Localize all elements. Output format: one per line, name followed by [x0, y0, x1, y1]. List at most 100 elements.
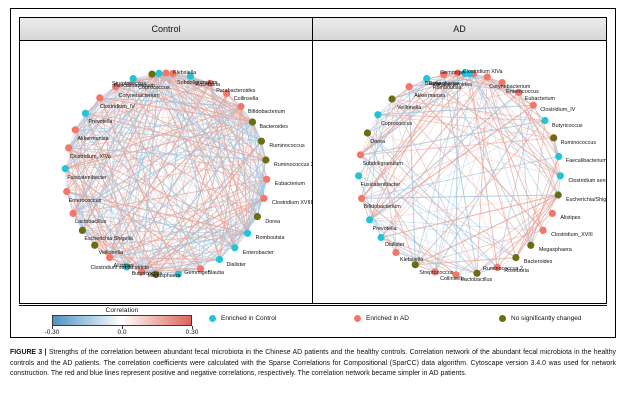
network-node[interactable] — [440, 70, 448, 78]
network-node[interactable] — [263, 175, 271, 183]
network-node[interactable] — [550, 134, 558, 142]
network-node[interactable] — [96, 94, 104, 102]
network-node[interactable] — [138, 268, 146, 276]
network-node[interactable] — [363, 129, 371, 137]
network-node[interactable] — [539, 226, 547, 234]
network-node[interactable] — [431, 268, 439, 276]
network-edge — [518, 92, 559, 196]
network-node[interactable] — [541, 116, 549, 125]
network-edge — [391, 98, 397, 253]
network-node[interactable] — [237, 102, 245, 111]
network-node-label: Prevotella — [372, 225, 397, 232]
network-node[interactable] — [405, 83, 413, 91]
network-edge — [209, 83, 249, 234]
network-node[interactable] — [71, 126, 79, 134]
network-node[interactable] — [169, 69, 177, 77]
network-edge — [361, 73, 474, 199]
network-node[interactable] — [63, 187, 71, 196]
figure-caption-separator: | — [44, 349, 47, 356]
network-node[interactable] — [196, 265, 205, 273]
network-node[interactable] — [231, 244, 239, 252]
network-node[interactable] — [206, 79, 214, 87]
network-node[interactable] — [151, 270, 160, 278]
network-node[interactable] — [515, 88, 523, 96]
network-edge — [66, 106, 242, 192]
network-node[interactable] — [65, 144, 73, 152]
network-node[interactable] — [466, 70, 474, 78]
network-edge — [369, 194, 559, 221]
network-node[interactable] — [493, 263, 501, 272]
network-node[interactable] — [186, 72, 194, 80]
network-edge — [85, 73, 160, 114]
network-node[interactable] — [452, 271, 460, 279]
network-edge — [115, 86, 242, 107]
network-node[interactable] — [91, 241, 99, 249]
network-edge — [391, 98, 478, 274]
network-node[interactable] — [106, 254, 114, 262]
network-node[interactable] — [262, 156, 270, 164]
network-node[interactable] — [454, 69, 462, 77]
colorbar-tickmark — [122, 326, 123, 329]
colorbar-ticklabel: 0.30 — [185, 329, 199, 336]
network-node[interactable] — [253, 213, 261, 221]
network-edge — [464, 73, 559, 196]
network-node[interactable] — [174, 270, 182, 278]
network-node[interactable] — [129, 75, 137, 83]
network-edge — [68, 78, 134, 149]
network-node[interactable] — [215, 255, 224, 264]
panel-header-row: Control AD — [19, 17, 607, 41]
network-edge — [496, 194, 559, 268]
network-edge — [141, 258, 220, 273]
network-node[interactable] — [148, 70, 156, 78]
network-edge — [109, 121, 253, 258]
network-node[interactable] — [423, 75, 431, 83]
network-node[interactable] — [260, 194, 268, 202]
network-edge — [72, 73, 160, 214]
network-node[interactable] — [162, 69, 170, 77]
network-node-label: Alistipes — [113, 262, 134, 269]
network-nodes — [355, 69, 564, 279]
network-node[interactable] — [223, 89, 231, 97]
network-node-label: Escherichia Shigella — [84, 236, 133, 243]
network-node[interactable] — [81, 109, 89, 117]
network-node[interactable] — [123, 263, 131, 271]
network-node[interactable] — [61, 165, 69, 173]
network-node[interactable] — [556, 172, 564, 180]
network-node[interactable] — [392, 248, 400, 256]
network-node-label: Roseburia — [195, 82, 220, 89]
network-node[interactable] — [366, 216, 374, 224]
network-node[interactable] — [358, 194, 366, 202]
network-node[interactable] — [112, 83, 120, 91]
network-node[interactable] — [355, 172, 363, 180]
network-node[interactable] — [374, 111, 382, 119]
network-node[interactable] — [78, 226, 86, 234]
network-node[interactable] — [529, 101, 537, 109]
network-node[interactable] — [248, 118, 257, 126]
network-node-label: Parabacteroides — [216, 88, 256, 95]
network-node[interactable] — [461, 69, 469, 77]
network-edge — [408, 86, 544, 231]
network-node[interactable] — [377, 233, 385, 242]
network-node[interactable] — [244, 229, 252, 237]
network-node[interactable] — [388, 95, 396, 103]
network-node[interactable] — [356, 151, 365, 159]
network-node[interactable] — [548, 209, 556, 217]
network-node[interactable] — [69, 209, 77, 217]
network-node[interactable] — [512, 254, 520, 262]
network-node[interactable] — [411, 261, 419, 269]
network-node[interactable] — [527, 241, 535, 249]
network-node-label: Clostridium_IV — [540, 107, 576, 114]
network-node[interactable] — [554, 191, 562, 199]
network-node[interactable] — [257, 137, 265, 145]
network-edge — [377, 92, 519, 116]
network-node[interactable] — [473, 269, 481, 277]
network-node[interactable] — [498, 79, 506, 87]
network-node[interactable] — [483, 73, 491, 81]
network-node-label: Clostridium sensu stricto — [568, 177, 606, 184]
network-panel-control: Clostridium sensu stricto Gemmiger Megasph… — [19, 40, 313, 304]
network-node[interactable] — [555, 152, 563, 161]
network-node[interactable] — [155, 69, 163, 77]
network-node-label: Escherichia/Shigella — [566, 196, 607, 203]
network-node-label: Coprococcus — [380, 120, 413, 127]
network-edge — [66, 121, 253, 192]
